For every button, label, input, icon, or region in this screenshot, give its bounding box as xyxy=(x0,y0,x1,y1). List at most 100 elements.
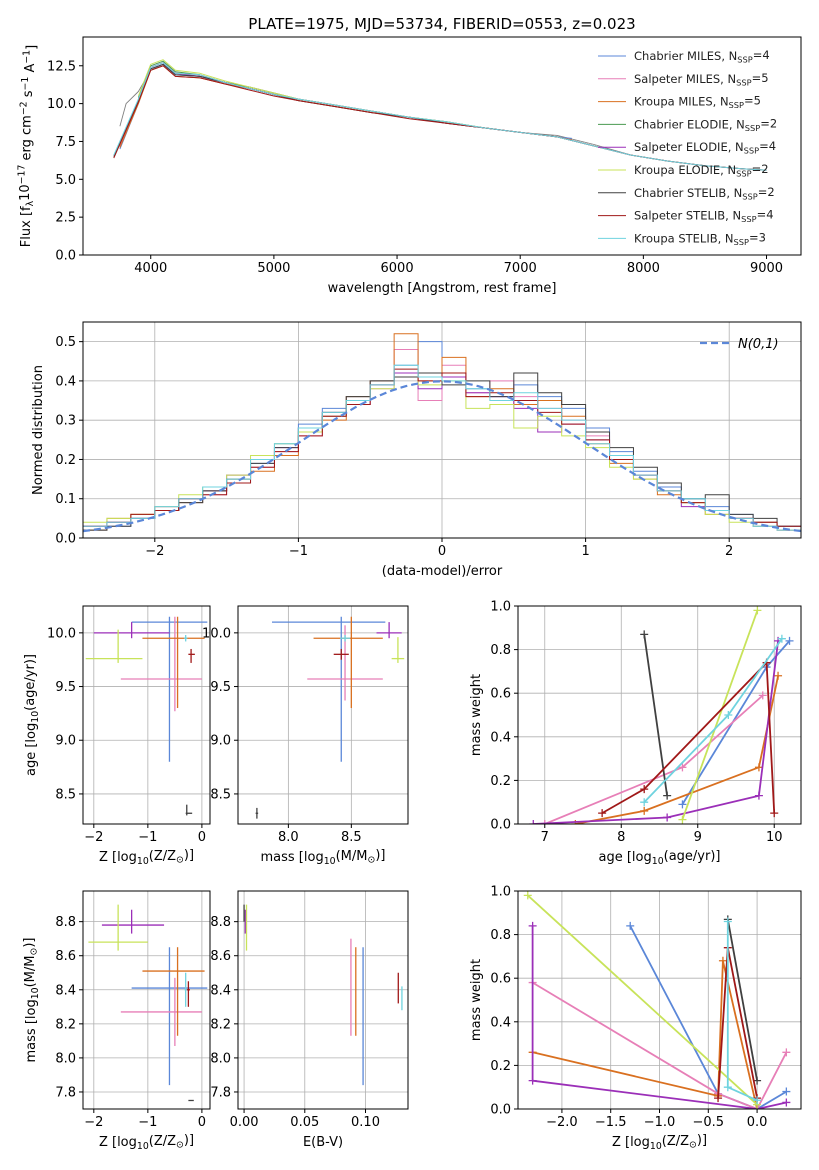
legend-label-normal: N(0,1) xyxy=(738,337,779,352)
y-tick-label: 0.8 xyxy=(490,928,511,943)
y-tick-label: 0.2 xyxy=(490,1059,511,1074)
x-tick-label: 8000 xyxy=(627,261,660,276)
chart-panels: 4000 5000 6000 7000 8000 90000.02.55.07.510.0… xyxy=(17,36,802,1152)
y-tick-label: 10.0 xyxy=(47,626,76,641)
weight-marker-3 xyxy=(640,806,649,815)
y-tick-label: 12.5 xyxy=(47,59,76,74)
x-axis-label: (data-model)/error xyxy=(382,564,503,579)
weight-marker-3 xyxy=(774,671,783,680)
plot-area-age_weight xyxy=(518,606,801,824)
x-axis-label: E(B-V) xyxy=(303,1135,343,1150)
legend-label-7: Chabrier STELIB, NSSP​=2 xyxy=(634,185,775,201)
weight-line-3 xyxy=(532,959,758,1109)
legend-label-3: Kroupa MILES, NSSP​=5 xyxy=(634,94,761,110)
y-tick-label: 9.0 xyxy=(210,734,231,749)
y-tick-label: 9.5 xyxy=(210,680,231,695)
y-axis-label: mass weight xyxy=(469,959,484,1041)
x-tick-label: 8 xyxy=(617,830,625,845)
x-axis-label: Z [log10​(Z/Z⊙​)] xyxy=(612,1133,707,1152)
panel-mass_age: 8.0 8.5 8.5 9.0 9.5 10.0 mass [log10​(M/M⊙​)] xyxy=(202,605,409,867)
weight-line-1 xyxy=(681,640,791,805)
legend-label-2: Salpeter MILES, NSSP​=5 xyxy=(634,71,769,87)
legend-label-6: Kroupa ELODIE, NSSP​=2 xyxy=(634,162,769,178)
x-axis-label: wavelength [Angstrom, rest frame] xyxy=(328,281,557,296)
y-tick-label: 7.5 xyxy=(55,135,76,150)
x-axis-label: mass [log10​(M/M⊙​)] xyxy=(261,848,386,867)
y-tick-label: 0.3 xyxy=(55,414,76,429)
legend-label-4: Chabrier ELODIE, NSSP​=2 xyxy=(634,116,777,132)
model-spectrum-line-6 xyxy=(137,59,496,130)
legend: N(0,1) xyxy=(700,337,779,352)
weight-marker-1 xyxy=(785,636,794,645)
y-tick-label: 0.4 xyxy=(490,730,511,745)
x-tick-label: 5000 xyxy=(257,261,290,276)
y-axis-label: Flux [fλ​10−17​ erg cm−2​ s−1​ A−1​] xyxy=(17,45,40,247)
weight-line-4 xyxy=(531,925,787,1109)
weight-marker-4 xyxy=(782,1098,791,1107)
plot-area-z_mass xyxy=(83,891,210,1109)
weight-marker-7 xyxy=(714,1094,723,1103)
weight-marker-8 xyxy=(640,798,649,807)
plot-area-z_age xyxy=(83,606,210,824)
axes-frame-age_weight xyxy=(517,605,802,825)
x-tick-label: −1.5 xyxy=(595,1115,627,1130)
x-tick-label: 9000 xyxy=(750,261,783,276)
weight-marker-5 xyxy=(678,815,687,824)
weight-marker-2 xyxy=(758,691,767,700)
y-tick-label: 8.8 xyxy=(210,915,231,930)
x-tick-label: 9 xyxy=(694,830,702,845)
weight-line-7 xyxy=(601,661,776,814)
panel-residuals: −2 −1 0 1 2 0.0 0.1 0.2 0.3 0.4 0.5 (data-model)/er… xyxy=(31,321,802,579)
y-tick-label: 1.0 xyxy=(490,885,511,900)
panel-ebv_mass: 0.00 0.05 0.10 7.8 8.0 8.2 8.4 8.6 8.8 E(B-V) xyxy=(210,890,409,1150)
x-axis-label: Z [log10​(Z/Z⊙​)] xyxy=(99,1133,194,1152)
x-axis-label: age [log10​(age/yr)] xyxy=(599,849,721,867)
weight-marker-2 xyxy=(540,820,549,824)
y-tick-label: 0.5 xyxy=(55,335,76,350)
y-tick-label: 0.0 xyxy=(490,818,511,833)
weight-marker-4 xyxy=(528,1076,537,1085)
x-tick-label: −0.5 xyxy=(693,1115,725,1130)
y-tick-label: 0.0 xyxy=(55,532,76,547)
axes-frame-mass_age xyxy=(237,605,409,825)
weight-marker-8 xyxy=(753,1096,762,1105)
weight-marker-5 xyxy=(523,891,532,900)
y-axis-label: mass weight xyxy=(469,674,484,756)
legend-label-5: Salpeter ELODIE, NSSP​=4 xyxy=(634,139,776,155)
y-tick-label: 8.5 xyxy=(55,787,76,802)
y-tick-label: 8.2 xyxy=(55,1017,76,1032)
axes-frame-spectrum xyxy=(82,36,802,256)
axes-frame-z_mass xyxy=(82,890,211,1110)
y-tick-label: 2.5 xyxy=(55,211,76,226)
weight-marker-2 xyxy=(678,763,687,772)
weight-marker-8 xyxy=(724,711,733,719)
y-tick-label: 8.6 xyxy=(55,949,76,964)
weight-marker-5 xyxy=(753,606,762,615)
weight-marker-8 xyxy=(723,1083,732,1092)
y-tick-label: 0.4 xyxy=(490,1015,511,1030)
weight-marker-4 xyxy=(663,813,672,822)
plot-area-residuals xyxy=(83,322,801,538)
x-tick-label: 6000 xyxy=(381,261,414,276)
x-tick-label: 7000 xyxy=(504,261,537,276)
x-tick-label: 8.0 xyxy=(278,830,299,845)
axes-frame-z_age xyxy=(82,605,211,825)
axes-frame-ebv_mass xyxy=(237,890,409,1110)
x-tick-label: −1 xyxy=(138,1115,157,1130)
weight-marker-6 xyxy=(663,791,672,800)
x-tick-label: 1 xyxy=(581,544,589,559)
weight-marker-4 xyxy=(529,820,538,824)
weight-line-4 xyxy=(533,640,779,824)
y-axis-label: Normed distribution xyxy=(31,365,46,495)
x-tick-label: 0 xyxy=(438,544,446,559)
weight-marker-1 xyxy=(678,800,687,809)
y-tick-label: 8.4 xyxy=(55,983,76,998)
model-spectrum-line-9 xyxy=(113,62,767,171)
x-tick-label: 8.5 xyxy=(341,830,362,845)
x-axis-label: Z [log10​(Z/Z⊙​)] xyxy=(99,848,194,867)
weight-marker-1 xyxy=(626,921,635,930)
y-tick-label: 0.8 xyxy=(490,643,511,658)
y-tick-label: 0.6 xyxy=(490,687,511,702)
y-tick-label: 8.4 xyxy=(210,983,231,998)
